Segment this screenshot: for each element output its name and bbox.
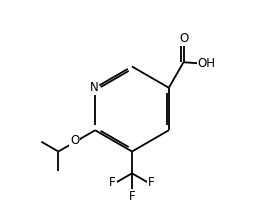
Text: OH: OH: [197, 57, 215, 70]
Text: F: F: [109, 176, 116, 189]
Text: F: F: [129, 190, 135, 203]
Text: N: N: [90, 81, 98, 94]
Text: O: O: [70, 134, 79, 147]
Text: O: O: [179, 32, 188, 45]
Text: F: F: [148, 176, 155, 189]
